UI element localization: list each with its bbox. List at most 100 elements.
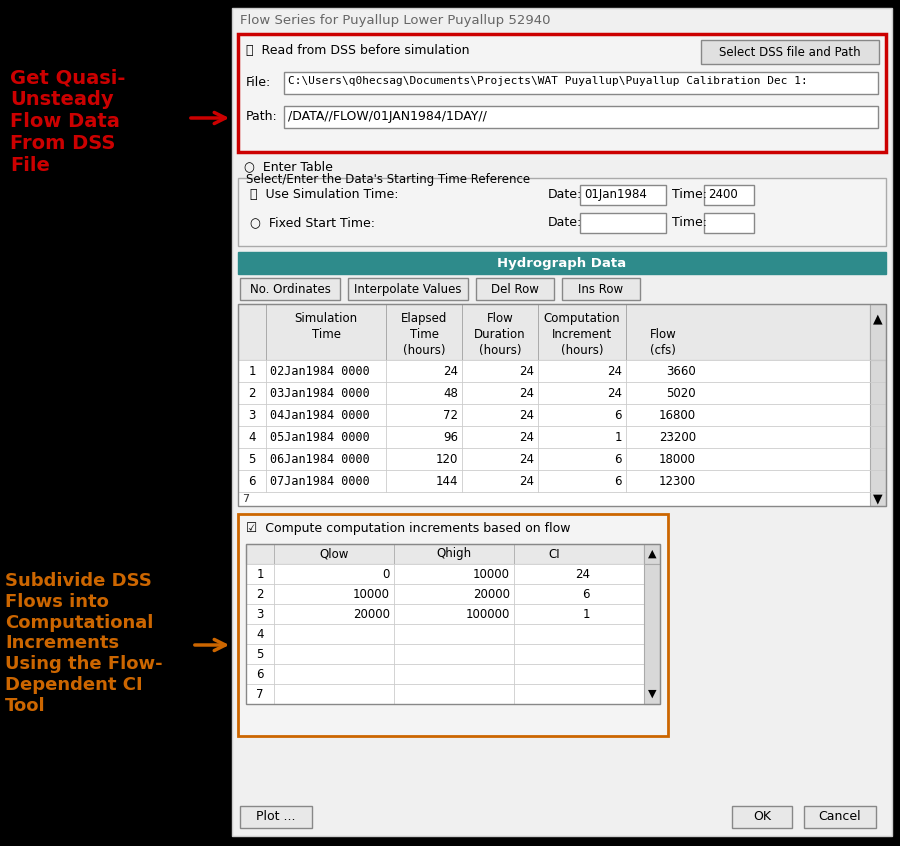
Text: 24: 24 [519,409,534,421]
FancyBboxPatch shape [246,604,644,624]
Text: 24: 24 [519,365,534,377]
Text: 03Jan1984 0000: 03Jan1984 0000 [270,387,370,399]
Text: Get Quasi-
Unsteady
Flow Data
From DSS
File: Get Quasi- Unsteady Flow Data From DSS F… [10,68,125,175]
Text: Increment: Increment [552,328,612,341]
FancyBboxPatch shape [246,564,644,584]
Text: 18000: 18000 [659,453,696,465]
Text: 96: 96 [443,431,458,443]
Text: 4: 4 [248,431,256,443]
Text: Duration: Duration [474,328,526,341]
FancyBboxPatch shape [238,448,886,470]
Text: 10000: 10000 [353,587,390,601]
Text: 24: 24 [519,431,534,443]
Text: ☑  Compute computation increments based on flow: ☑ Compute computation increments based o… [246,522,571,535]
FancyBboxPatch shape [732,806,792,828]
Text: Time:: Time: [672,216,707,229]
FancyBboxPatch shape [804,806,876,828]
FancyBboxPatch shape [238,492,870,506]
FancyBboxPatch shape [238,360,886,382]
Text: 2: 2 [256,587,264,601]
Text: 10000: 10000 [473,568,510,580]
FancyBboxPatch shape [240,278,340,300]
Text: 06Jan1984 0000: 06Jan1984 0000 [270,453,370,465]
Text: ▼: ▼ [873,492,883,506]
Text: 72: 72 [443,409,458,421]
Text: 5020: 5020 [666,387,696,399]
Text: 1: 1 [248,365,256,377]
FancyBboxPatch shape [246,644,644,664]
Text: 24: 24 [519,475,534,487]
Text: 3: 3 [248,409,256,421]
Text: 24: 24 [519,453,534,465]
Text: Elapsed: Elapsed [400,312,447,325]
Text: 1: 1 [582,607,590,620]
Text: ▼: ▼ [648,689,656,699]
Text: 2400: 2400 [708,188,738,201]
Text: 01Jan1984: 01Jan1984 [584,188,647,201]
Text: C:\Users\q0hecsag\Documents\Projects\WAT Puyallup\Puyallup Calibration Dec 1:: C:\Users\q0hecsag\Documents\Projects\WAT… [288,76,808,86]
Text: Cancel: Cancel [819,810,861,823]
FancyBboxPatch shape [644,544,660,564]
Text: 6: 6 [248,475,256,487]
Text: 02Jan1984 0000: 02Jan1984 0000 [270,365,370,377]
Text: ▲: ▲ [873,312,883,325]
FancyBboxPatch shape [238,514,668,736]
FancyBboxPatch shape [238,304,870,360]
Text: Time: Time [311,328,340,341]
FancyBboxPatch shape [246,684,644,704]
Text: 6: 6 [582,587,590,601]
Text: Ins Row: Ins Row [579,283,624,295]
Text: 100000: 100000 [465,607,510,620]
FancyBboxPatch shape [284,106,878,128]
Text: 6: 6 [256,667,264,680]
FancyBboxPatch shape [870,360,886,506]
FancyBboxPatch shape [238,404,886,426]
FancyBboxPatch shape [284,72,878,94]
Text: 7: 7 [242,494,249,504]
Text: ○  Enter Table: ○ Enter Table [244,160,333,173]
FancyBboxPatch shape [232,8,892,836]
Text: Hydrograph Data: Hydrograph Data [498,256,626,270]
FancyBboxPatch shape [238,252,886,274]
Text: CI: CI [548,547,560,561]
Text: ⦿  Read from DSS before simulation: ⦿ Read from DSS before simulation [246,44,470,57]
Text: 20000: 20000 [473,587,510,601]
Text: Flow: Flow [487,312,513,325]
Text: 48: 48 [443,387,458,399]
Text: ○  Fixed Start Time:: ○ Fixed Start Time: [250,216,375,229]
Text: 3: 3 [256,607,264,620]
Text: /DATA//FLOW/01JAN1984/1DAY//: /DATA//FLOW/01JAN1984/1DAY// [288,110,487,123]
Text: Subdivide DSS
Flows into
Computational
Increments
Using the Flow-
Dependent CI
T: Subdivide DSS Flows into Computational I… [5,572,163,715]
FancyBboxPatch shape [870,304,886,360]
FancyBboxPatch shape [238,470,886,492]
Text: Qhigh: Qhigh [436,547,472,561]
FancyBboxPatch shape [580,213,666,233]
Text: 3660: 3660 [666,365,696,377]
Text: 24: 24 [607,387,622,399]
Text: 6: 6 [615,409,622,421]
FancyBboxPatch shape [238,178,886,246]
Text: 1: 1 [256,568,264,580]
Text: Time:: Time: [672,188,707,201]
Text: Date:: Date: [548,188,582,201]
Text: 6: 6 [615,453,622,465]
Text: 7: 7 [256,688,264,700]
FancyBboxPatch shape [240,806,312,828]
Text: Select DSS file and Path: Select DSS file and Path [719,46,860,58]
FancyBboxPatch shape [644,564,660,704]
Text: Select/Enter the Data's Starting Time Reference: Select/Enter the Data's Starting Time Re… [246,173,530,186]
Text: Computation: Computation [544,312,620,325]
Text: 24: 24 [519,387,534,399]
Text: 24: 24 [575,568,590,580]
Text: Del Row: Del Row [491,283,539,295]
FancyBboxPatch shape [562,278,640,300]
Text: 04Jan1984 0000: 04Jan1984 0000 [270,409,370,421]
Text: Plot ...: Plot ... [256,810,296,823]
Text: 6: 6 [615,475,622,487]
Text: 4: 4 [256,628,264,640]
FancyBboxPatch shape [701,40,879,64]
FancyBboxPatch shape [704,213,754,233]
Text: Qlow: Qlow [320,547,348,561]
FancyBboxPatch shape [580,185,666,205]
FancyBboxPatch shape [246,624,644,644]
